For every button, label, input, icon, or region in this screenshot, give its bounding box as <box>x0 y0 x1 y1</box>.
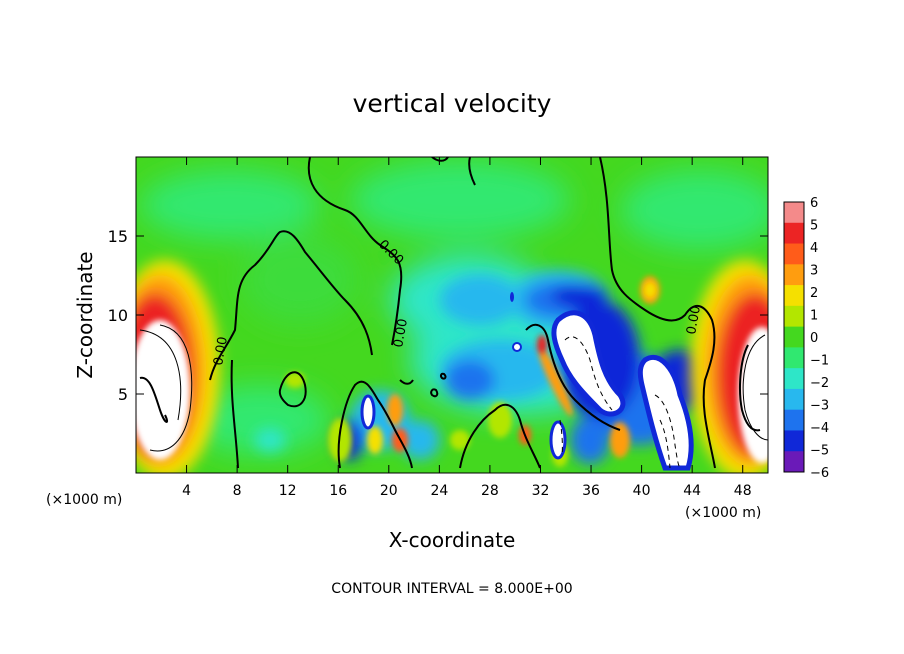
x-tick-label: 48 <box>734 483 752 499</box>
inner-contours <box>139 324 768 452</box>
updraft-cells <box>285 276 660 467</box>
x-tick-label: 44 <box>683 483 701 499</box>
contour-label: 0.00 <box>684 305 704 336</box>
colorbar-tick-label: 3 <box>810 264 818 279</box>
x-tick-label: 28 <box>481 483 499 499</box>
x-axis: 4 8 12 16 20 24 28 32 36 40 44 48 <box>182 157 752 499</box>
colorbar-swatch <box>784 285 804 307</box>
colorbar-tick-label: 1 <box>810 309 818 324</box>
x-axis-label: X-coordinate <box>389 528 516 552</box>
colorbar-swatch <box>784 326 804 348</box>
colorbar-swatch <box>784 305 804 328</box>
colorbar-swatch <box>784 409 804 431</box>
contour-label: 0.00 <box>211 336 231 367</box>
x-unit-label-right: (×1000 m) <box>685 505 761 521</box>
colorbar-swatch <box>784 347 804 369</box>
colorbar-tick-label: −1 <box>810 354 829 369</box>
contour-lines <box>139 157 761 469</box>
negative-contours <box>559 336 681 469</box>
x-tick-label: 16 <box>329 483 347 499</box>
y-axis-label: Z-coordinate <box>73 251 97 378</box>
x-tick-label: 40 <box>633 483 651 499</box>
x-tick-label: 20 <box>380 483 398 499</box>
x-tick-label: 12 <box>279 483 297 499</box>
colorbar-swatch <box>784 264 804 286</box>
y-tick-label: 5 <box>118 385 128 404</box>
y-tick-label: 15 <box>108 227 128 246</box>
colorbar-swatch <box>784 388 804 411</box>
colorbar-tick-label: 5 <box>810 219 818 234</box>
colorbar-swatch <box>784 451 804 473</box>
colorbar-swatch <box>784 430 804 452</box>
colorbar-tick-label: 6 <box>810 196 818 211</box>
colorbar-tick-label: 0 <box>810 331 818 346</box>
colorbar: 6 5 4 3 2 1 0 −1 −2 −3 −4 −5 −6 <box>783 196 829 481</box>
strong-downdraft-cores <box>360 292 694 471</box>
y-axis: 5 10 15 <box>108 227 768 404</box>
contour-label: 0.00 <box>391 318 411 349</box>
y-tick-label: 10 <box>108 306 128 325</box>
boundary-updrafts <box>136 260 768 473</box>
colorbar-swatch <box>784 243 804 265</box>
colorbar-tick-label: −4 <box>810 421 829 436</box>
x-tick-label: 8 <box>233 483 242 499</box>
x-tick-label: 24 <box>430 483 448 499</box>
x-tick-label: 32 <box>532 483 550 499</box>
x-tick-label: 36 <box>582 483 600 499</box>
colorbar-tick-label: −5 <box>810 444 829 459</box>
colorbar-frame <box>783 201 805 473</box>
x-unit-label-left: (×1000 m) <box>46 492 122 508</box>
colorbar-tick-label: 2 <box>810 286 818 301</box>
chart-title: vertical velocity <box>353 89 552 118</box>
colorbar-swatch <box>784 202 804 224</box>
colorbar-tick-label: −3 <box>810 399 829 414</box>
colorbar-swatch <box>784 368 804 390</box>
plot-area: 0.00 0.00 0.00 0.00 <box>136 157 768 473</box>
contour-interval-note: CONTOUR INTERVAL = 8.000E+00 <box>331 581 572 597</box>
colorbar-tick-label: −6 <box>810 466 829 481</box>
colorbar-tick-label: −2 <box>810 376 829 391</box>
x-tick-label: 4 <box>182 483 191 499</box>
colorbar-tick-label: 4 <box>810 241 818 256</box>
colorbar-swatch <box>784 222 804 245</box>
